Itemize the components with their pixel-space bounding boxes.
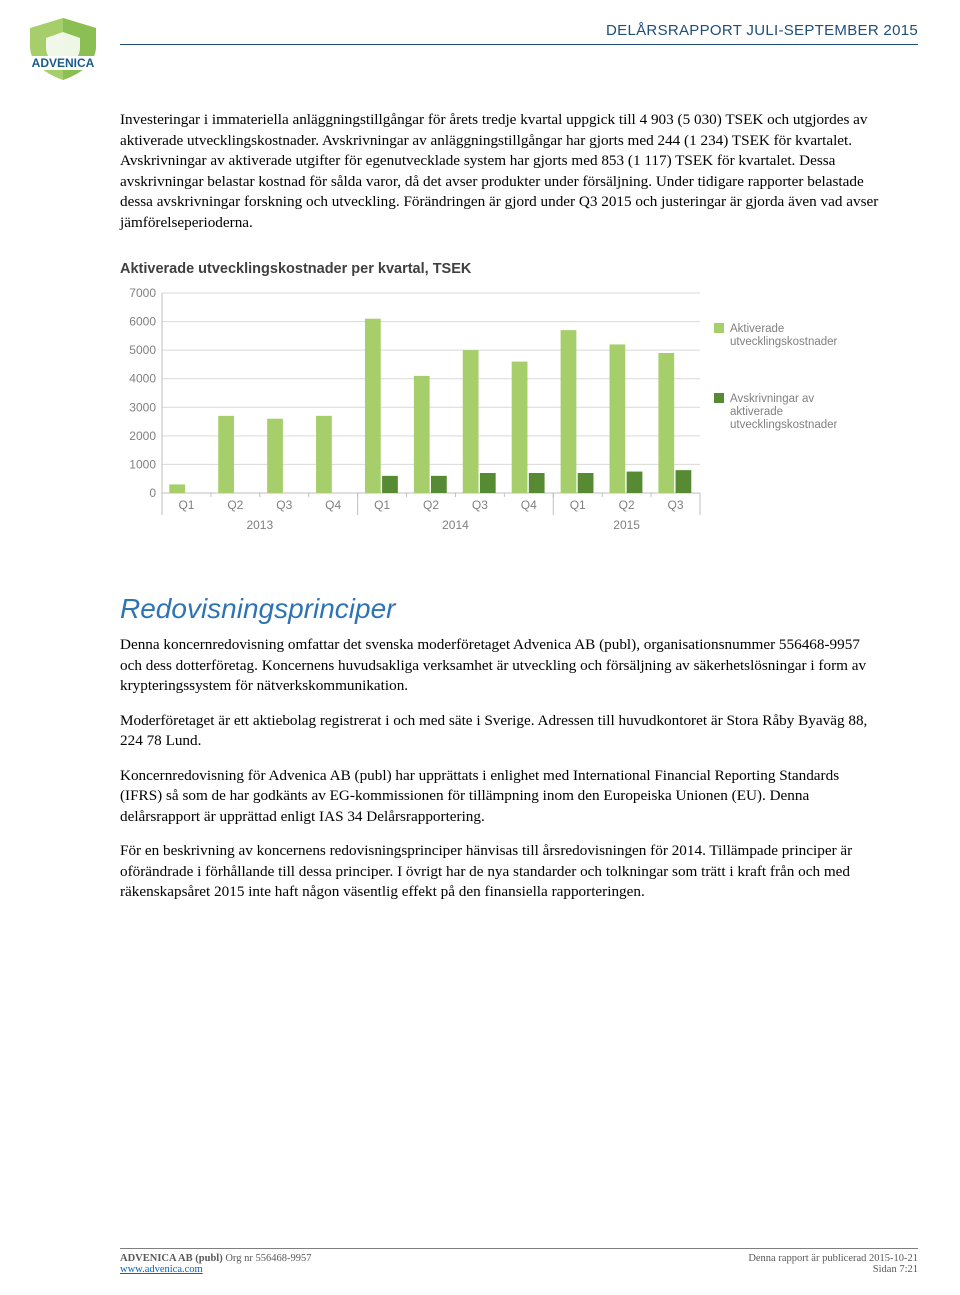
svg-text:Aktiverade: Aktiverade [730, 323, 784, 335]
footer-org-bold: ADVENICA AB (publ) [120, 1253, 223, 1264]
svg-text:2014: 2014 [442, 518, 469, 532]
svg-text:Q2: Q2 [227, 498, 243, 512]
chart-title: Aktiverade utvecklingskostnader per kvar… [120, 261, 880, 277]
svg-text:Q4: Q4 [325, 498, 341, 512]
svg-text:4000: 4000 [129, 372, 156, 386]
page-content: Investeringar i immateriella anläggnings… [120, 110, 880, 917]
svg-text:3000: 3000 [129, 400, 156, 414]
header-rule [120, 44, 918, 45]
bar-chart: 0 1000 2000 3000 4000 5000 6000 7000 Q1 Q2 Q3 Q4 Q1 Q… [120, 283, 880, 543]
svg-text:Avskrivningar av: Avskrivningar av [730, 393, 814, 405]
footer-publish-date: Denna rapport är publicerad 2015-10-21 [748, 1253, 918, 1264]
footer-org: ADVENICA AB (publ) Org nr 556468-9957 [120, 1253, 311, 1264]
svg-text:Q3: Q3 [276, 498, 292, 512]
svg-text:utvecklingskostnader: utvecklingskostnader [730, 336, 838, 348]
section2-p1: Denna koncernredovisning omfattar det sv… [120, 635, 880, 697]
svg-text:Q1: Q1 [178, 498, 194, 512]
svg-text:Q3: Q3 [472, 498, 488, 512]
svg-text:Q1: Q1 [374, 498, 390, 512]
chart-container: Aktiverade utvecklingskostnader per kvar… [120, 261, 880, 543]
svg-text:Q3: Q3 [668, 498, 684, 512]
svg-text:aktiverade: aktiverade [730, 406, 783, 418]
logo-text: ADVENICA [32, 56, 95, 70]
svg-text:5000: 5000 [129, 343, 156, 357]
section2-p4: För en beskrivning av koncernens redovis… [120, 841, 880, 903]
section-heading-redovisning: Redovisningsprinciper [120, 593, 880, 625]
footer-link[interactable]: www.advenica.com [120, 1264, 203, 1275]
header-title: DELÅRSRAPPORT JULI-SEPTEMBER 2015 [606, 22, 918, 39]
section2-p2: Moderföretaget är ett aktiebolag registr… [120, 711, 880, 752]
svg-text:2013: 2013 [246, 518, 273, 532]
section2-p3: Koncernredovisning för Advenica AB (publ… [120, 766, 880, 828]
svg-text:Q1: Q1 [570, 498, 586, 512]
svg-text:Q2: Q2 [423, 498, 439, 512]
footer-page-number: Sidan 7:21 [873, 1264, 918, 1275]
page-footer: ADVENICA AB (publ) Org nr 556468-9957 ww… [120, 1248, 918, 1275]
logo: ADVENICA [18, 14, 108, 84]
svg-text:1000: 1000 [129, 458, 156, 472]
svg-text:Q2: Q2 [619, 498, 635, 512]
svg-text:2000: 2000 [129, 429, 156, 443]
svg-text:6000: 6000 [129, 315, 156, 329]
svg-text:Q4: Q4 [521, 498, 537, 512]
intro-paragraph: Investeringar i immateriella anläggnings… [120, 110, 880, 233]
svg-text:utvecklingskostnader: utvecklingskostnader [730, 419, 838, 431]
svg-text:7000: 7000 [129, 286, 156, 300]
svg-text:2015: 2015 [613, 518, 640, 532]
svg-text:0: 0 [149, 486, 156, 500]
